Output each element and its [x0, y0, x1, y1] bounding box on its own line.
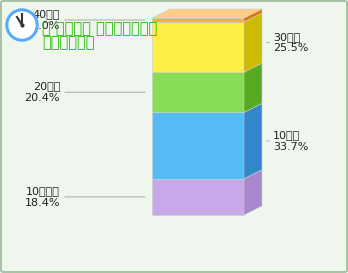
Circle shape: [6, 9, 38, 41]
Polygon shape: [244, 170, 262, 215]
Polygon shape: [244, 103, 262, 179]
Text: 平均通学時間: 平均通学時間: [42, 35, 95, 50]
Text: 30分台
25.5%: 30分台 25.5%: [273, 32, 308, 53]
Circle shape: [9, 12, 35, 38]
Polygon shape: [244, 63, 262, 112]
Polygon shape: [152, 9, 262, 18]
Polygon shape: [152, 22, 244, 72]
Text: 40分台
2.0%: 40分台 2.0%: [32, 9, 60, 31]
Polygon shape: [244, 13, 262, 72]
Text: 10分台
33.7%: 10分台 33.7%: [273, 130, 308, 152]
Polygon shape: [152, 112, 244, 179]
Text: ｜ 中央大学 多摩キャンパス: ｜ 中央大学 多摩キャンパス: [42, 21, 157, 36]
Polygon shape: [244, 9, 262, 22]
Polygon shape: [152, 72, 244, 112]
Text: 20分台
20.4%: 20分台 20.4%: [24, 81, 60, 103]
Polygon shape: [152, 18, 244, 22]
Text: 10分未満
18.4%: 10分未満 18.4%: [24, 186, 60, 208]
Polygon shape: [152, 179, 244, 215]
